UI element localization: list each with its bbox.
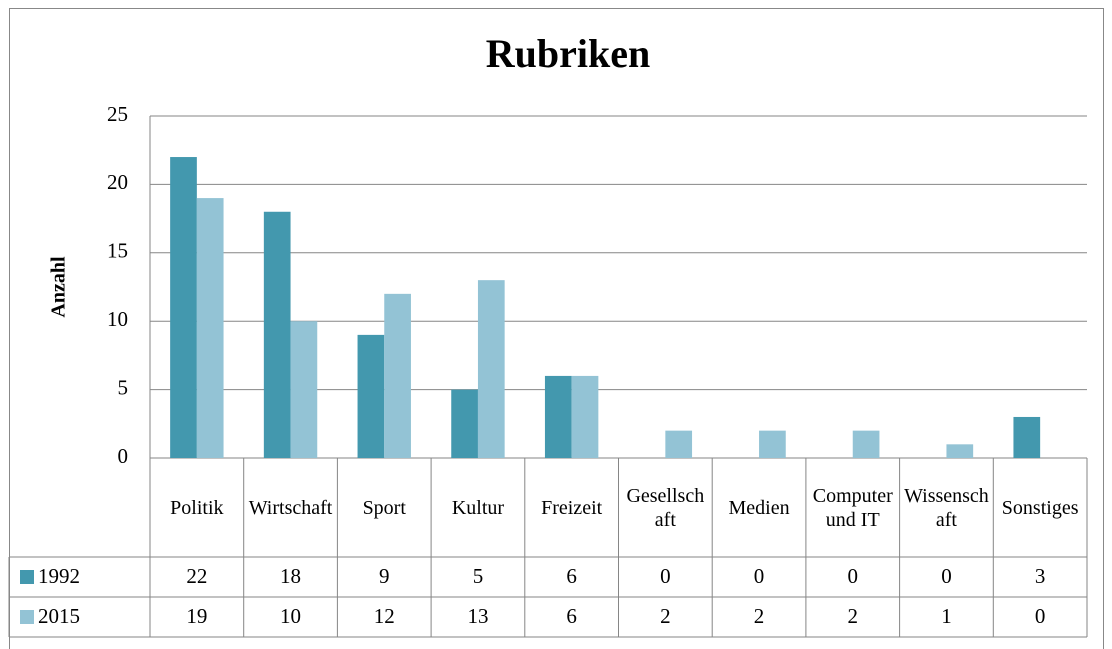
bar <box>451 389 478 458</box>
y-tick-label: 25 <box>107 102 128 126</box>
table-value: 0 <box>660 564 671 588</box>
x-tick-label: Computer und IT <box>812 484 893 531</box>
bar <box>759 430 786 458</box>
y-tick-label: 15 <box>107 239 128 263</box>
table-value: 2 <box>660 604 671 628</box>
table-value: 2 <box>754 604 765 628</box>
bar <box>357 334 385 458</box>
bar <box>571 375 599 458</box>
y-tick-label: 0 <box>118 444 129 468</box>
bar <box>170 157 197 459</box>
category-cell: Medien <box>728 496 790 519</box>
table-value: 3 <box>1035 564 1046 588</box>
category-cell: Gesellschaft <box>626 484 705 531</box>
table-value: 0 <box>1035 604 1046 628</box>
x-tick-label: Kultur <box>451 496 505 519</box>
legend-label: 2015 <box>38 604 80 628</box>
table-value: 0 <box>941 564 952 588</box>
bar <box>477 280 505 458</box>
table-value: 13 <box>467 604 488 628</box>
category-cell: Sonstiges <box>1001 496 1079 519</box>
table-value: 0 <box>848 564 859 588</box>
x-tick-label: Sport <box>362 496 406 519</box>
category-cell: Freizeit <box>541 496 603 519</box>
x-tick-label: Medien <box>728 496 790 519</box>
y-tick-label: 5 <box>118 375 129 399</box>
y-tick-label: 20 <box>107 170 128 194</box>
table-value: 12 <box>374 604 395 628</box>
bar <box>196 198 224 458</box>
category-cell: Wirtschaft <box>248 496 333 519</box>
table-value: 1 <box>941 604 952 628</box>
x-tick-label: Freizeit <box>541 496 603 519</box>
category-cell: Politik <box>170 496 224 519</box>
x-tick-label: Gesellschaft <box>626 484 705 531</box>
y-axis-title: Anzahl <box>48 256 70 318</box>
category-cell: Sport <box>362 496 406 519</box>
bar <box>290 321 318 458</box>
bar <box>665 430 693 458</box>
category-cell: Computer und IT <box>812 484 893 531</box>
table-value: 9 <box>379 564 390 588</box>
bar <box>263 211 291 458</box>
table-value: 10 <box>280 604 301 628</box>
bar <box>384 293 411 458</box>
bar <box>544 375 572 458</box>
chart-title: Rubriken <box>486 31 651 76</box>
table-value: 6 <box>566 604 577 628</box>
x-tick-label: Sonstiges <box>1001 496 1079 519</box>
y-tick-label: 10 <box>107 307 128 331</box>
x-tick-label: Politik <box>170 496 224 519</box>
bar <box>946 444 974 458</box>
x-tick-label: Wirtschaft <box>248 496 333 519</box>
legend-swatch <box>20 610 34 624</box>
table-value: 18 <box>280 564 301 588</box>
table-value: 22 <box>186 564 207 588</box>
category-cell: Kultur <box>451 496 505 519</box>
table-value: 0 <box>754 564 765 588</box>
category-cell: Wissenschaft <box>904 484 989 531</box>
legend-swatch <box>20 570 34 584</box>
bar <box>1013 416 1041 458</box>
legend-label: 1992 <box>38 564 80 588</box>
table-value: 5 <box>473 564 484 588</box>
bar <box>852 430 880 458</box>
table-value: 2 <box>848 604 859 628</box>
table-value: 19 <box>186 604 207 628</box>
x-tick-label: Wissenschaft <box>904 484 989 531</box>
table-value: 6 <box>566 564 577 588</box>
